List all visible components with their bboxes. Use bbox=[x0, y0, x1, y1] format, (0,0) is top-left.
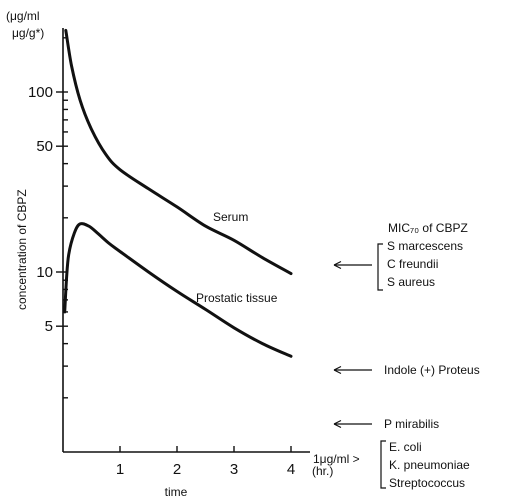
series-line-serum bbox=[64, 28, 293, 276]
series-layer bbox=[63, 28, 293, 358]
series-label-prostatic-tissue: Prostatic tissue bbox=[196, 291, 278, 305]
mic-group-1-arrowhead bbox=[333, 260, 342, 270]
x-ticks: 1 2 3 4 bbox=[116, 446, 295, 478]
x-axis-title: time bbox=[165, 485, 188, 499]
y-unit-top: (μg/ml bbox=[6, 9, 40, 23]
y-tick-label: 100 bbox=[28, 84, 53, 101]
mic-group-1-brace bbox=[377, 243, 383, 291]
y-axis-title: concentration of CBPZ bbox=[15, 189, 29, 310]
mic-group-4-brace bbox=[380, 440, 386, 489]
mic-organism: Indole (+) Proteus bbox=[384, 363, 480, 377]
mic-group-1: S marcescens C freundii S aureus bbox=[333, 239, 463, 291]
mic-group-4: 1μg/ml > E. coli K. pneumoniae Streptoco… bbox=[313, 440, 470, 490]
y-ticks: 5 10 50 100 bbox=[28, 37, 68, 399]
mic-organism: S aureus bbox=[387, 275, 435, 289]
mic-organism: E. coli bbox=[389, 440, 422, 454]
mic-organism: C freundii bbox=[387, 257, 438, 271]
mic-group-3-arrowhead bbox=[333, 419, 342, 429]
x-tick-label: 4 bbox=[287, 461, 295, 478]
mic-organism: K. pneumoniae bbox=[389, 458, 470, 472]
mic-group-2: Indole (+) Proteus bbox=[333, 363, 480, 377]
mic-title: MIC₇₀ of CBPZ bbox=[388, 221, 468, 235]
series-label-serum: Serum bbox=[213, 210, 248, 224]
mic-group-3: P mirabilis bbox=[333, 417, 439, 431]
x-tick-label: 2 bbox=[173, 461, 181, 478]
x-tick-label: 3 bbox=[230, 461, 238, 478]
y-tick-label: 50 bbox=[36, 138, 53, 155]
y-unit-bottom: μg/g*) bbox=[12, 26, 44, 40]
y-tick-label: 10 bbox=[36, 264, 53, 281]
y-tick-label: 5 bbox=[45, 318, 53, 335]
mic-organism: Streptococcus bbox=[389, 476, 465, 490]
x-axis-unit: (hr.) bbox=[312, 464, 333, 478]
mic-value-label: 1μg/ml > bbox=[313, 452, 360, 466]
mic-group-2-arrowhead bbox=[333, 365, 342, 375]
x-tick-label: 1 bbox=[116, 461, 124, 478]
mic-organism: P mirabilis bbox=[384, 417, 439, 431]
series-line-prostatic-tissue bbox=[63, 222, 293, 358]
mic-organism: S marcescens bbox=[387, 239, 463, 253]
